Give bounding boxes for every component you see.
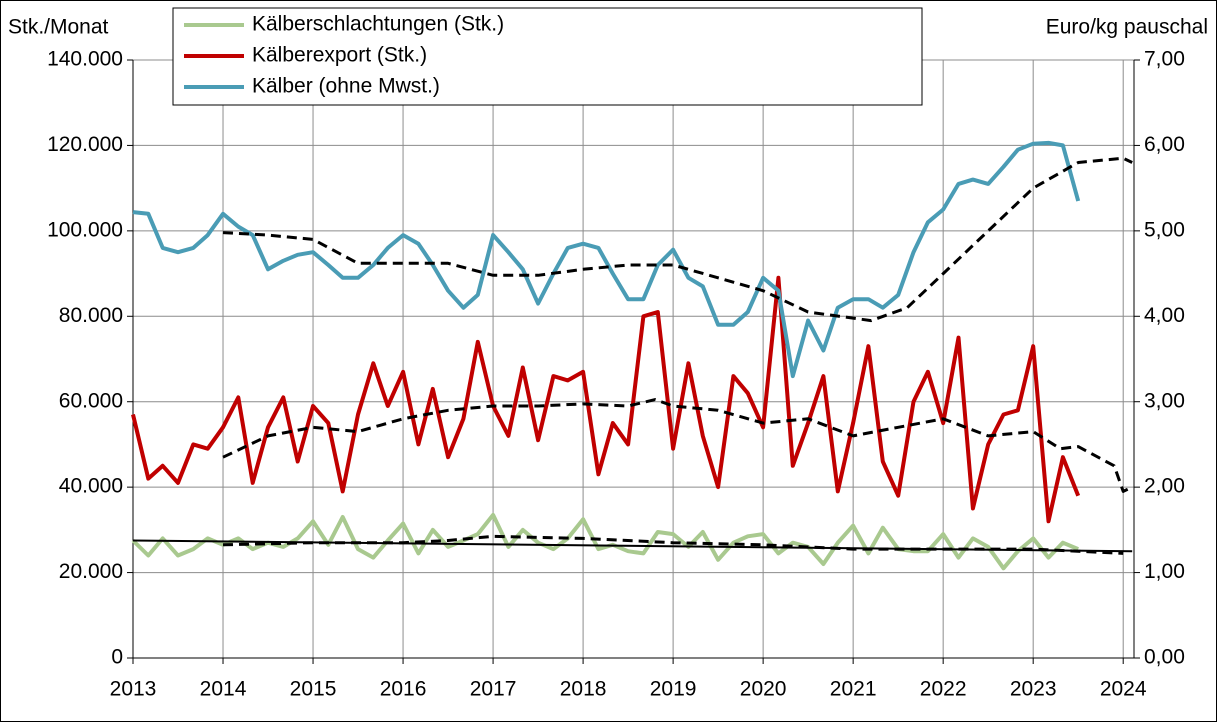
x-tick-label: 2022	[920, 678, 967, 701]
trend-line	[222, 156, 1133, 323]
y2-tick-label: 4,00	[1144, 304, 1185, 327]
series-line	[132, 140, 1081, 379]
x-tick-label: 2020	[740, 678, 787, 701]
trend-line	[132, 539, 1133, 553]
trend-line	[222, 398, 1133, 493]
series-line	[131, 275, 1081, 524]
x-tick-label: 2015	[290, 678, 337, 701]
y2-tick-label: 6,00	[1144, 133, 1185, 156]
x-tick-label: 2019	[650, 678, 697, 701]
y2-tick-label: 0,00	[1144, 646, 1185, 669]
y-tick-label: 140.000	[47, 48, 123, 71]
x-tick-label: 2024	[1100, 678, 1147, 701]
y-axis-title: Stk./Monat	[8, 16, 109, 39]
x-tick-label: 2014	[200, 678, 247, 701]
x-tick-label: 2018	[560, 678, 607, 701]
x-tick-label: 2016	[380, 678, 427, 701]
x-tick-label: 2023	[1010, 678, 1057, 701]
legend-label: Kälberexport (Stk.)	[252, 44, 427, 67]
legend-label: Kälberschlachtungen (Stk.)	[252, 13, 504, 36]
y-tick-label: 0	[111, 646, 123, 669]
y-tick-label: 100.000	[47, 218, 123, 241]
legend-box	[172, 7, 923, 106]
x-tick-label: 2021	[830, 678, 877, 701]
y2-tick-label: 5,00	[1144, 218, 1185, 241]
legend-label: Kälber (ohne Mwst.)	[252, 75, 440, 98]
x-tick-label: 2013	[110, 678, 157, 701]
y-tick-label: 120.000	[47, 133, 123, 156]
y-tick-label: 40.000	[59, 475, 123, 498]
y2-tick-label: 3,00	[1144, 389, 1185, 412]
y2-tick-label: 2,00	[1144, 475, 1185, 498]
y2-axis-title: Euro/kg pauschal	[1046, 16, 1208, 39]
y-tick-label: 80.000	[59, 304, 123, 327]
y2-tick-label: 7,00	[1144, 48, 1185, 71]
x-tick-label: 2017	[470, 678, 517, 701]
y-tick-label: 60.000	[59, 389, 123, 412]
y-tick-label: 20.000	[59, 560, 123, 583]
y2-tick-label: 1,00	[1144, 560, 1185, 583]
